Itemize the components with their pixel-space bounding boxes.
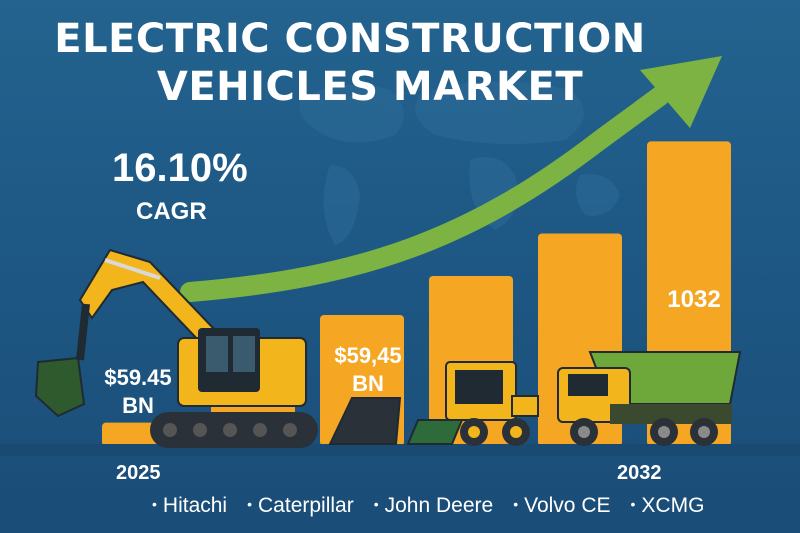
growth-arrow-icon xyxy=(180,56,722,302)
bar-label-last: 1032 xyxy=(667,286,721,313)
bar-label-second: $59,45 BN xyxy=(334,343,402,396)
company-item: Hitachi xyxy=(152,494,227,518)
company-item: Volvo CE xyxy=(513,494,610,518)
cagr-label: CAGR xyxy=(136,198,207,225)
skid-steer-loader-icon xyxy=(406,361,539,446)
bar-label-first: $59.45 BN xyxy=(104,365,172,418)
title-line-1: ELECTRIC CONSTRUCTION xyxy=(54,16,646,62)
excavator-icon xyxy=(34,248,318,448)
dump-truck-icon xyxy=(557,351,742,446)
company-item: John Deere xyxy=(374,494,494,518)
bucket-attachment xyxy=(328,397,402,445)
year-end-label: 2032 xyxy=(617,462,662,484)
year-start-label: 2025 xyxy=(116,462,161,484)
ground-strip xyxy=(0,444,800,456)
title-line-2: VEHICLES MARKET xyxy=(156,64,584,110)
company-list: Hitachi Caterpillar John Deere Volvo CE … xyxy=(152,494,705,518)
cagr-value: 16.10% xyxy=(112,146,248,190)
company-item: XCMG xyxy=(631,494,704,518)
company-item: Caterpillar xyxy=(247,494,354,518)
